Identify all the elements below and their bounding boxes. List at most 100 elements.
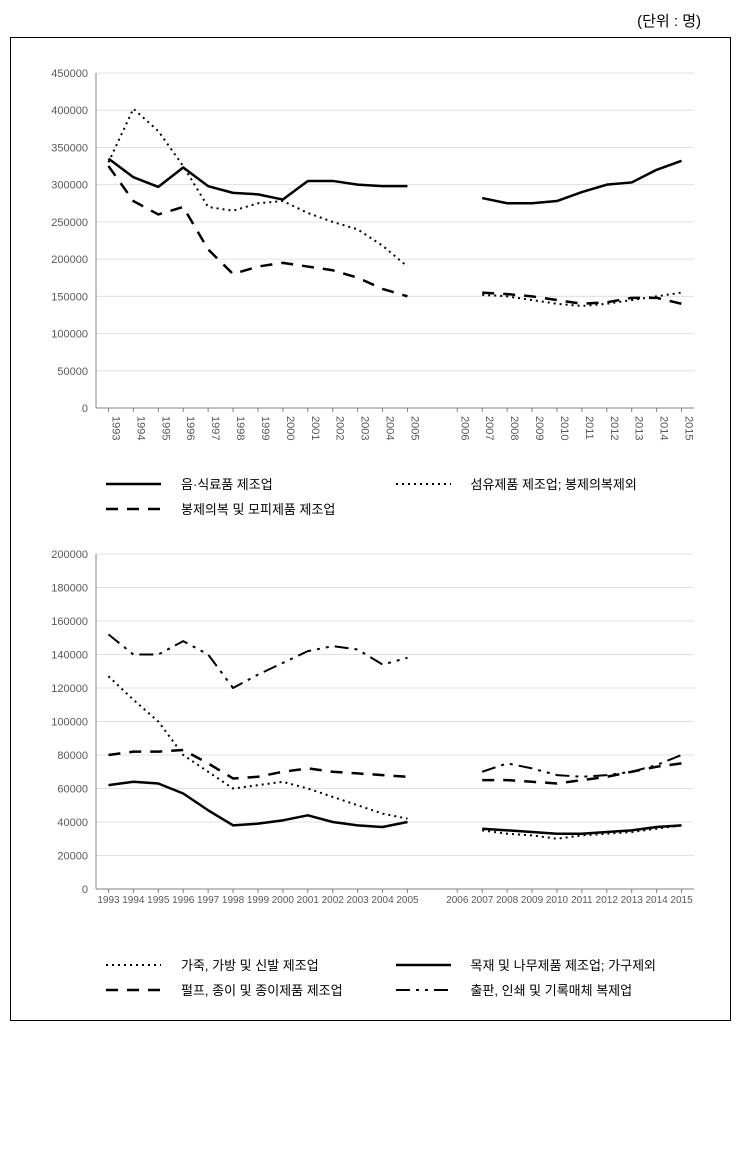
series-line: [108, 109, 407, 267]
y-tick-label: 0: [82, 403, 88, 415]
x-tick-label: 2001: [297, 895, 320, 906]
x-tick-label: 2002: [322, 895, 345, 906]
legend-item: 섬유제품 제조업; 봉제의복제외: [396, 474, 686, 493]
x-tick-label: 1994: [134, 416, 146, 440]
x-tick-label: 2003: [347, 895, 370, 906]
series-line: [108, 676, 407, 818]
x-tick-label: 1998: [222, 895, 245, 906]
y-tick-label: 50000: [57, 366, 88, 378]
legend-swatch: [396, 958, 451, 972]
x-tick-label: 1996: [184, 416, 196, 440]
legend-swatch: [106, 502, 161, 516]
x-tick-label: 1993: [109, 416, 121, 440]
y-tick-label: 20000: [57, 851, 88, 863]
series-line: [108, 750, 407, 778]
x-tick-label: 2002: [334, 416, 346, 440]
x-tick-label: 2006: [446, 895, 469, 906]
unit-label: (단위 : 명): [10, 10, 731, 37]
y-tick-label: 100000: [51, 329, 88, 341]
chart-2-block: 0200004000060000800001000001200001400001…: [26, 544, 715, 1005]
x-tick-label: 2015: [683, 416, 695, 440]
y-tick-label: 450000: [51, 68, 88, 80]
legend-item: 목재 및 나무제품 제조업; 가구제외: [396, 955, 686, 974]
x-tick-label: 1995: [159, 416, 171, 440]
x-tick-label: 2004: [371, 895, 394, 906]
y-tick-label: 200000: [51, 549, 88, 561]
y-tick-label: 160000: [51, 616, 88, 628]
series-line: [482, 825, 681, 833]
x-tick-label: 2010: [546, 895, 569, 906]
x-tick-label: 2013: [621, 895, 644, 906]
y-tick-label: 140000: [51, 650, 88, 662]
series-line: [108, 634, 407, 688]
y-tick-label: 0: [82, 884, 88, 896]
x-tick-label: 2013: [633, 416, 645, 440]
legend-swatch: [106, 477, 161, 491]
x-tick-label: 2008: [508, 416, 520, 440]
chart-1-block: 0500001000001500002000002500003000003500…: [26, 63, 715, 524]
x-tick-label: 2014: [646, 895, 669, 906]
chart-1-svg: 0500001000001500002000002500003000003500…: [26, 63, 706, 463]
x-tick-label: 1995: [147, 895, 170, 906]
legend-item: 출판, 인쇄 및 기록매체 복제업: [396, 980, 686, 999]
chart-2-legend: 가죽, 가방 및 신발 제조업 목재 및 나무제품 제조업; 가구제외펄프, 종이…: [26, 949, 715, 1005]
y-tick-label: 80000: [57, 750, 88, 762]
series-line: [482, 293, 681, 304]
series-line: [108, 159, 407, 200]
series-line: [482, 161, 681, 203]
legend-label: 가죽, 가방 및 신발 제조업: [181, 955, 319, 974]
legend-swatch: [396, 477, 451, 491]
y-tick-label: 250000: [51, 217, 88, 229]
y-tick-label: 400000: [51, 105, 88, 117]
x-tick-label: 2010: [558, 416, 570, 440]
legend-item: 음·식료품 제조업: [106, 474, 396, 493]
legend-swatch: [396, 983, 451, 997]
legend-item: 가죽, 가방 및 신발 제조업: [106, 955, 396, 974]
legend-item: 봉제의복 및 모피제품 제조업: [106, 499, 396, 518]
x-tick-label: 2000: [284, 416, 296, 440]
legend-swatch: [106, 958, 161, 972]
y-tick-label: 150000: [51, 291, 88, 303]
x-tick-label: 1999: [259, 416, 271, 440]
x-tick-label: 1997: [209, 416, 221, 440]
x-tick-label: 2001: [309, 416, 321, 440]
x-tick-label: 2007: [483, 416, 495, 440]
y-tick-label: 180000: [51, 583, 88, 595]
legend-swatch: [106, 983, 161, 997]
x-tick-label: 2004: [384, 416, 396, 440]
x-tick-label: 2012: [608, 416, 620, 440]
x-tick-label: 1997: [197, 895, 220, 906]
x-tick-label: 2012: [596, 895, 619, 906]
x-tick-label: 2005: [408, 416, 420, 440]
x-tick-label: 2015: [670, 895, 693, 906]
x-tick-label: 2014: [658, 416, 670, 440]
legend-label: 봉제의복 및 모피제품 제조업: [181, 499, 335, 518]
y-tick-label: 40000: [57, 817, 88, 829]
x-tick-label: 2011: [571, 895, 593, 906]
y-tick-label: 100000: [51, 717, 88, 729]
chart-2-svg: 0200004000060000800001000001200001400001…: [26, 544, 706, 944]
x-tick-label: 2003: [359, 416, 371, 440]
x-tick-label: 1999: [247, 895, 270, 906]
legend-label: 섬유제품 제조업; 봉제의복제외: [471, 474, 637, 493]
y-tick-label: 120000: [51, 683, 88, 695]
x-tick-label: 2011: [583, 416, 595, 440]
x-tick-label: 1994: [122, 895, 145, 906]
x-tick-label: 1998: [234, 416, 246, 440]
charts-frame: 0500001000001500002000002500003000003500…: [10, 37, 731, 1021]
x-tick-label: 1996: [172, 895, 195, 906]
x-tick-label: 2009: [521, 895, 544, 906]
x-tick-label: 2006: [458, 416, 470, 440]
x-tick-label: 1993: [97, 895, 120, 906]
y-tick-label: 350000: [51, 142, 88, 154]
legend-label: 음·식료품 제조업: [181, 474, 273, 493]
x-tick-label: 2008: [496, 895, 519, 906]
x-tick-label: 2009: [533, 416, 545, 440]
x-tick-label: 2005: [396, 895, 419, 906]
series-line: [482, 755, 681, 777]
legend-item: 펄프, 종이 및 종이제품 제조업: [106, 980, 396, 999]
legend-label: 펄프, 종이 및 종이제품 제조업: [181, 980, 343, 999]
chart-1-legend: 음·식료품 제조업 섬유제품 제조업; 봉제의복제외봉제의복 및 모피제품 제조업: [26, 468, 715, 524]
legend-label: 출판, 인쇄 및 기록매체 복제업: [471, 980, 633, 999]
y-tick-label: 200000: [51, 254, 88, 266]
